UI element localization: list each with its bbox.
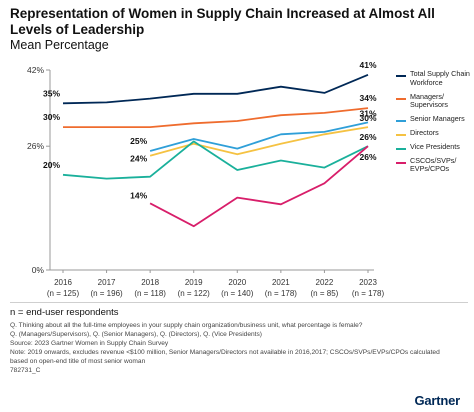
x-tick-sublabel: (n = 85) bbox=[311, 289, 339, 298]
x-tick-label: 2018 bbox=[141, 278, 159, 287]
series-line bbox=[62, 140, 369, 180]
legend-label: Managers/ Supervisors bbox=[410, 91, 448, 110]
footnote-line: Source: 2023 Gartner Women in Supply Cha… bbox=[10, 339, 169, 347]
line-chart: 42% 26% 0% 2016 (n = 125) 2017 (n = 196) 2018 (n… bbox=[27, 60, 385, 298]
x-tick-label: 2022 bbox=[316, 278, 334, 287]
x-tick-sublabel: (n = 178) bbox=[265, 289, 298, 298]
footnote-line: based on open-end title of most senior w… bbox=[10, 357, 146, 365]
footnote-line: Q. Thinking about all the full-time empl… bbox=[10, 322, 363, 329]
chart-title: Representation of Women in Supply Chain … bbox=[10, 6, 435, 37]
data-label: 20% bbox=[43, 160, 60, 170]
legend-swatch bbox=[396, 147, 406, 150]
x-tick-label: 2016 bbox=[54, 278, 72, 287]
divider bbox=[10, 302, 468, 303]
series-line bbox=[63, 107, 369, 128]
data-label: 14% bbox=[130, 190, 147, 200]
x-tick-label: 2020 bbox=[228, 278, 246, 287]
x-tick-sublabel: (n = 178) bbox=[352, 289, 385, 298]
data-label: 26% bbox=[359, 132, 376, 142]
legend-label: Directors bbox=[410, 127, 439, 137]
legend-item: Total Supply Chain Workforce bbox=[396, 69, 472, 88]
data-label: 30% bbox=[43, 112, 60, 122]
series-line bbox=[149, 121, 369, 152]
y-tick-label: 0% bbox=[32, 265, 45, 275]
x-tick-sublabel: (n = 125) bbox=[47, 289, 80, 298]
legend-item: Vice Presidents bbox=[396, 141, 472, 152]
footnote-notes: Q. Thinking about all the full-time empl… bbox=[10, 322, 468, 375]
data-label: 30% bbox=[359, 113, 376, 123]
legend-swatch bbox=[396, 133, 406, 136]
legend-swatch bbox=[396, 161, 406, 164]
data-label: 25% bbox=[130, 136, 147, 146]
x-tick-sublabel: (n = 122) bbox=[178, 289, 211, 298]
footnote-respondents: n = end-user respondents bbox=[10, 307, 119, 318]
legend-label: CSCOs/SVPs/ EVPs/CPOs bbox=[410, 155, 457, 174]
x-tick-label: 2019 bbox=[185, 278, 203, 287]
data-label: 41% bbox=[359, 60, 376, 70]
legend-item: Senior Managers bbox=[396, 114, 472, 124]
legend-item: Directors bbox=[396, 127, 472, 138]
data-label: 31% bbox=[359, 108, 376, 118]
series-line bbox=[149, 126, 369, 157]
data-label: 34% bbox=[359, 93, 376, 103]
legend-swatch bbox=[396, 75, 406, 77]
data-label: 35% bbox=[43, 88, 60, 98]
footnote-line: Note: 2019 onwards, excludes revenue <$1… bbox=[10, 348, 440, 356]
data-label: 24% bbox=[130, 154, 147, 164]
x-tick-label: 2021 bbox=[272, 278, 290, 287]
footnote-line: 782731_C bbox=[10, 366, 41, 374]
x-tick-sublabel: (n = 118) bbox=[134, 289, 166, 298]
series-line bbox=[149, 145, 369, 228]
legend-item: CSCOs/SVPs/ EVPs/CPOs bbox=[396, 155, 472, 175]
x-tick-label: 2023 bbox=[359, 278, 377, 287]
y-tick-label: 42% bbox=[27, 65, 44, 75]
gartner-logo: Gartner bbox=[414, 393, 460, 408]
footnote-line: Q. (Managers/Supervisors), Q. (Senior Ma… bbox=[10, 330, 262, 338]
series-line bbox=[62, 73, 369, 105]
y-tick-label: 26% bbox=[27, 141, 44, 151]
legend-label: Vice Presidents bbox=[410, 141, 460, 151]
x-tick-sublabel: (n = 196) bbox=[90, 289, 123, 298]
legend-swatch bbox=[396, 120, 406, 123]
legend-swatch bbox=[396, 97, 406, 100]
x-tick-label: 2017 bbox=[98, 278, 116, 287]
legend-item: Managers/ Supervisors bbox=[396, 91, 472, 111]
chart-subtitle: Mean Percentage bbox=[10, 38, 109, 52]
x-tick-sublabel: (n = 140) bbox=[221, 289, 254, 298]
legend-label: Senior Managers bbox=[410, 114, 465, 124]
data-label: 26% bbox=[359, 152, 376, 162]
legend-label: Total Supply Chain Workforce bbox=[410, 69, 470, 87]
chart-legend: Total Supply Chain Workforce Managers/ Su… bbox=[396, 69, 472, 179]
